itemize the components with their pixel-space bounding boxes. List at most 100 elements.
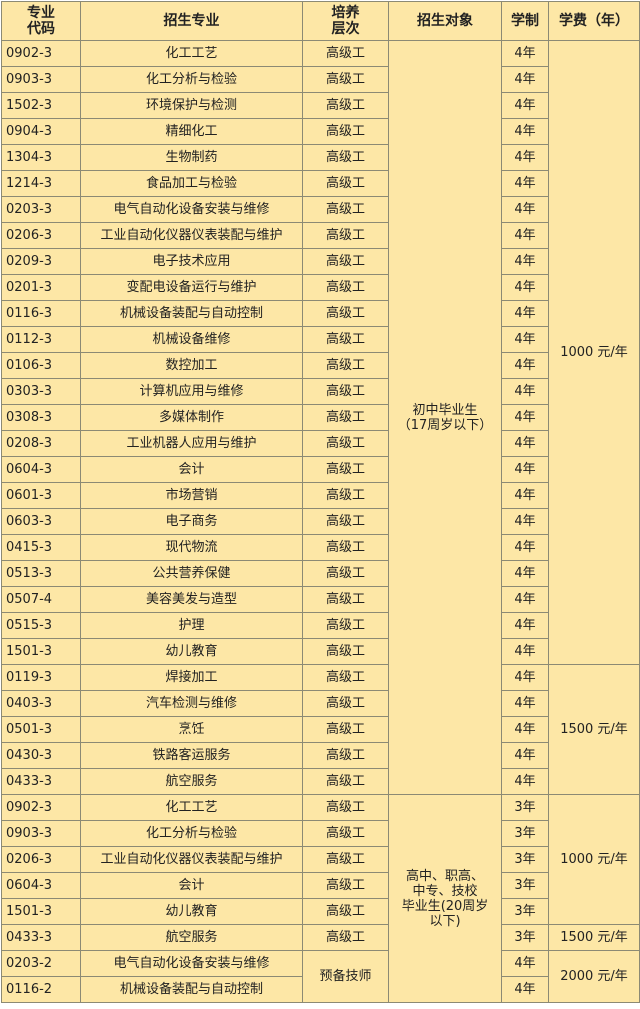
tuition-fee: 1500 元/年	[548, 924, 640, 951]
major-code: 0112-3	[1, 326, 81, 353]
target-students: 高中、职高、 中专、技校 毕业生(20周岁 以下)	[388, 794, 502, 1003]
major-name: 化工工艺	[80, 40, 303, 67]
duration: 3年	[501, 820, 549, 847]
header-text: 招生专业	[163, 13, 220, 29]
major-name: 美容美发与造型	[80, 586, 303, 613]
duration: 4年	[501, 300, 549, 327]
header-text: 招生对象	[417, 13, 473, 29]
major-code: 0203-3	[1, 196, 81, 223]
duration: 3年	[501, 924, 549, 951]
major-code: 0415-3	[1, 534, 81, 561]
target-text: 高中、职高、	[405, 868, 484, 884]
training-level: 高级工	[302, 326, 389, 353]
major-name: 幼儿教育	[80, 638, 303, 665]
duration: 4年	[501, 560, 549, 587]
training-level: 高级工	[302, 872, 389, 899]
major-code: 0430-3	[1, 742, 81, 769]
duration: 4年	[501, 144, 549, 171]
training-level: 高级工	[302, 170, 389, 197]
duration: 4年	[501, 534, 549, 561]
major-name: 机械设备装配与自动控制	[80, 976, 303, 1003]
major-code: 0904-3	[1, 118, 81, 145]
major-code: 0903-3	[1, 66, 81, 93]
major-name: 机械设备装配与自动控制	[80, 300, 303, 327]
major-code: 0603-3	[1, 508, 81, 535]
major-code: 0902-3	[1, 40, 81, 67]
duration: 4年	[501, 404, 549, 431]
column-header: 学制	[501, 1, 549, 41]
major-code: 0601-3	[1, 482, 81, 509]
training-level: 高级工	[302, 40, 389, 67]
major-code: 0501-3	[1, 716, 81, 743]
table-row: 0433-3 航空服务 高级工 3年 1500 元/年	[1, 924, 640, 951]
major-name: 工业机器人应用与维护	[80, 430, 303, 457]
training-level: 高级工	[302, 456, 389, 483]
major-name: 航空服务	[80, 924, 303, 951]
training-level: 高级工	[302, 612, 389, 639]
duration: 4年	[501, 612, 549, 639]
table-row: 0106-3 数控加工 高级工 4年	[1, 352, 640, 379]
target-text: 中专、技校	[412, 883, 478, 899]
major-code: 0403-3	[1, 690, 81, 717]
column-header: 招生对象	[388, 1, 502, 41]
duration: 4年	[501, 326, 549, 353]
training-level: 高级工	[302, 560, 389, 587]
column-header: 招生专业	[80, 1, 303, 41]
training-level: 高级工	[302, 352, 389, 379]
header-text: 学费（年）	[559, 13, 629, 29]
table-row: 0604-3 会计 高级工 4年	[1, 456, 640, 483]
major-name: 焊接加工	[80, 664, 303, 691]
table-row: 0513-3 公共营养保健 高级工 4年	[1, 560, 640, 587]
training-level: 高级工	[302, 742, 389, 769]
major-code: 0116-3	[1, 300, 81, 327]
training-level: 高级工	[302, 638, 389, 665]
table-row: 0201-3 变配电设备运行与维护 高级工 4年	[1, 274, 640, 301]
table-row: 0116-3 机械设备装配与自动控制 高级工 4年	[1, 300, 640, 327]
header-row: 专业代码 招生专业 培养层次 招生对象 学制 学费（年）	[1, 1, 640, 41]
major-name: 环境保护与检测	[80, 92, 303, 119]
training-level: 高级工	[302, 586, 389, 613]
training-level: 高级工	[302, 846, 389, 873]
table-row: 1501-3 幼儿教育 高级工 4年	[1, 638, 640, 665]
table-row: 0433-3 航空服务 高级工 4年	[1, 768, 640, 795]
table-row: 0203-2 电气自动化设备安装与维修 预备技师 4年 2000 元/年	[1, 950, 640, 1003]
training-level: 高级工	[302, 924, 389, 951]
major-name: 电子技术应用	[80, 248, 303, 275]
training-level: 高级工	[302, 430, 389, 457]
major-name: 变配电设备运行与维护	[80, 274, 303, 301]
column-header: 培养层次	[302, 1, 389, 41]
table-row: 1304-3 生物制药 高级工 4年	[1, 144, 640, 171]
training-level: 高级工	[302, 274, 389, 301]
major-name: 电气自动化设备安装与维修	[80, 950, 303, 977]
major-name: 汽车检测与维修	[80, 690, 303, 717]
major-name: 市场营销	[80, 482, 303, 509]
major-code: 0119-3	[1, 664, 81, 691]
target-text: 毕业生(20周岁	[401, 898, 489, 914]
major-name: 工业自动化仪器仪表装配与维护	[80, 846, 303, 873]
header-text: 培养层次	[331, 5, 360, 37]
duration: 4年	[501, 170, 549, 197]
table-row: 0209-3 电子技术应用 高级工 4年	[1, 248, 640, 275]
training-level: 高级工	[302, 898, 389, 925]
duration: 4年	[501, 716, 549, 743]
training-level: 高级工	[302, 404, 389, 431]
major-code: 0507-4	[1, 586, 81, 613]
major-name: 化工分析与检验	[80, 820, 303, 847]
training-level: 高级工	[302, 768, 389, 795]
header-text: 学制	[511, 13, 539, 29]
training-level: 高级工	[302, 92, 389, 119]
table-row: 0430-3 铁路客运服务 高级工 4年	[1, 742, 640, 769]
major-code: 0902-3	[1, 794, 81, 821]
duration: 4年	[501, 430, 549, 457]
major-name: 工业自动化仪器仪表装配与维护	[80, 222, 303, 249]
duration: 4年	[501, 950, 549, 977]
major-code: 1501-3	[1, 898, 81, 925]
major-name: 公共营养保健	[80, 560, 303, 587]
tuition-fee: 1000 元/年	[548, 40, 640, 665]
major-name: 化工分析与检验	[80, 66, 303, 93]
major-name: 护理	[80, 612, 303, 639]
major-code: 0206-3	[1, 846, 81, 873]
training-level: 高级工	[302, 690, 389, 717]
training-level: 高级工	[302, 222, 389, 249]
